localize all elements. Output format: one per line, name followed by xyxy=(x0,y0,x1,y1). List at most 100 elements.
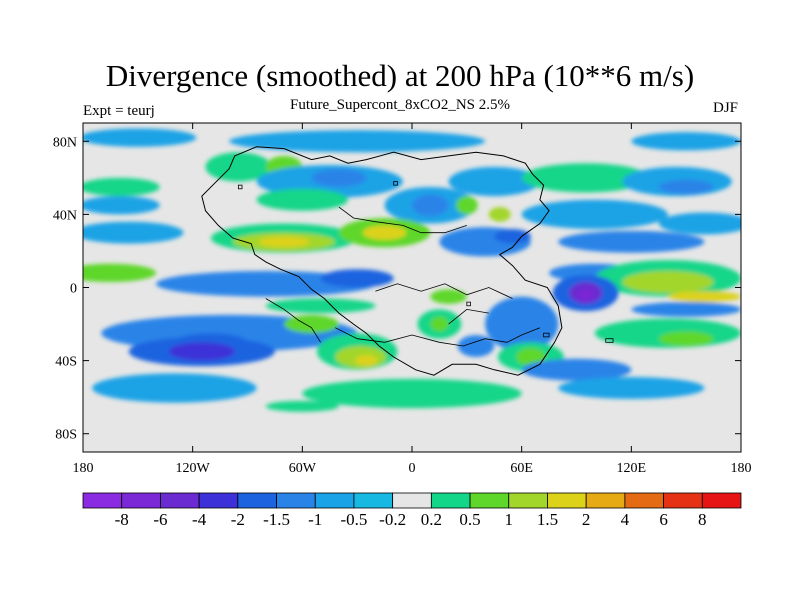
contour-blob xyxy=(494,229,531,244)
colorbar-swatch xyxy=(663,492,703,509)
island-outline xyxy=(393,181,398,186)
colorbar-label: 1 xyxy=(505,510,514,529)
colorbar-swatch xyxy=(392,492,432,509)
supercontinent-outline xyxy=(201,146,563,376)
contour-blob xyxy=(83,221,184,244)
contour-blob xyxy=(455,196,478,215)
island-outline xyxy=(466,301,471,307)
colorbar-label: 0.2 xyxy=(421,510,442,529)
colorbar-swatch xyxy=(198,492,239,509)
colorbar-label: -8 xyxy=(115,510,129,529)
contour-blob xyxy=(229,130,486,153)
contour-blob xyxy=(558,230,705,253)
colorbar-label: -4 xyxy=(192,510,207,529)
colorbar-label: 4 xyxy=(621,510,630,529)
colorbar-swatch xyxy=(508,492,548,509)
contour-blob xyxy=(521,199,668,230)
colorbar-label: -0.2 xyxy=(379,510,406,529)
contour-blob xyxy=(284,314,339,334)
colorbar-swatch xyxy=(585,492,626,509)
colorbar-swatch xyxy=(353,492,394,509)
contour-blob xyxy=(320,269,394,288)
contour-blob xyxy=(92,373,257,403)
contour-blob xyxy=(631,302,741,317)
lon-tick-label: 0 xyxy=(409,461,416,476)
contour-blob xyxy=(311,168,367,187)
contour-blob xyxy=(488,207,511,222)
lat-tick-label: 40N xyxy=(53,208,77,223)
lat-tick-label: 80N xyxy=(53,135,77,150)
lat-tick-label: 80S xyxy=(55,428,77,443)
colorbar-swatch xyxy=(314,492,355,509)
colorbar-swatch xyxy=(121,492,161,509)
contour-blob xyxy=(622,271,714,293)
colorbar-swatch xyxy=(430,492,471,509)
colorbar-swatch xyxy=(701,492,742,509)
colorbar-label: 0.5 xyxy=(459,510,480,529)
contour-blob xyxy=(658,179,714,195)
experiment-subtitle: Future_Supercont_8xCO2_NS 2.5% xyxy=(290,97,510,113)
longitude-axis: 180 120W 60W 0 60E 120E 180 xyxy=(73,123,752,476)
colorbar-swatch xyxy=(547,492,587,509)
lon-tick-label: 60E xyxy=(510,461,533,476)
contour-blob xyxy=(485,296,559,352)
island-outline xyxy=(543,332,550,338)
colorbar-label: -2 xyxy=(231,510,245,529)
contour-blob xyxy=(83,263,157,283)
colorbar: -8 -6 -4 -2 -1.5 -1 -0.5 -0.2 0.2 0.5 1 1.5 2 4 6 8 xyxy=(82,492,742,529)
contour-blob xyxy=(658,212,741,235)
coastline-segment xyxy=(265,298,321,343)
colorbar-label: 6 xyxy=(659,510,668,529)
contour-blob xyxy=(83,128,197,147)
lat-tick-label: 40S xyxy=(55,355,77,370)
contour-blob xyxy=(83,196,160,215)
coastline-segment xyxy=(335,327,541,347)
contour-blob xyxy=(256,188,349,211)
contour-blob xyxy=(355,355,378,367)
contour-blob xyxy=(258,236,310,248)
contour-blob xyxy=(168,342,235,361)
colorbar-swatch xyxy=(82,492,123,509)
lon-tick-label: 120E xyxy=(617,461,647,476)
lon-tick-label: 180 xyxy=(731,461,752,476)
colorbar-swatch xyxy=(160,492,200,509)
lon-tick-label: 120W xyxy=(176,461,211,476)
contour-blob xyxy=(83,177,160,197)
colorbar-swatch xyxy=(237,492,277,509)
contour-blob xyxy=(265,298,376,314)
contour-blob xyxy=(362,225,407,240)
colorbar-swatch xyxy=(469,492,510,509)
lon-tick-label: 180 xyxy=(73,461,94,476)
contour-blob xyxy=(521,163,650,193)
contour-blob xyxy=(156,271,376,297)
colorbar-label: -0.5 xyxy=(340,510,367,529)
contour-blob xyxy=(302,378,522,409)
contour-blob xyxy=(558,377,705,399)
island-outline xyxy=(237,184,243,190)
contour-blob xyxy=(412,194,449,217)
coastline-segment xyxy=(338,206,467,234)
latitude-axis: 80N 40N 0 40S 80S xyxy=(53,135,741,443)
colorbar-label: 1.5 xyxy=(537,510,558,529)
contour-blob xyxy=(205,152,272,182)
contour-fill-layer xyxy=(83,128,741,412)
colorbar-label: 2 xyxy=(582,510,591,529)
contour-blob xyxy=(516,347,546,367)
coastline-segment xyxy=(448,308,489,325)
colorbar-label: -1.5 xyxy=(263,510,290,529)
page-title: Divergence (smoothed) at 200 hPa (10**6 … xyxy=(105,58,695,93)
island-outline xyxy=(605,338,614,343)
contour-blob xyxy=(457,335,495,357)
season-label: DJF xyxy=(712,100,738,116)
colorbar-label: -6 xyxy=(153,510,167,529)
colorbar-swatch xyxy=(276,492,316,509)
contour-blob xyxy=(521,358,632,381)
colorbar-swatch xyxy=(624,492,664,509)
contour-blob xyxy=(448,166,540,197)
colorbar-label: -1 xyxy=(308,510,322,529)
contour-blob xyxy=(667,291,741,303)
colorbar-label: 8 xyxy=(698,510,707,529)
experiment-label: Expt = teurj xyxy=(83,103,155,119)
continent-outline-layer xyxy=(201,146,614,376)
